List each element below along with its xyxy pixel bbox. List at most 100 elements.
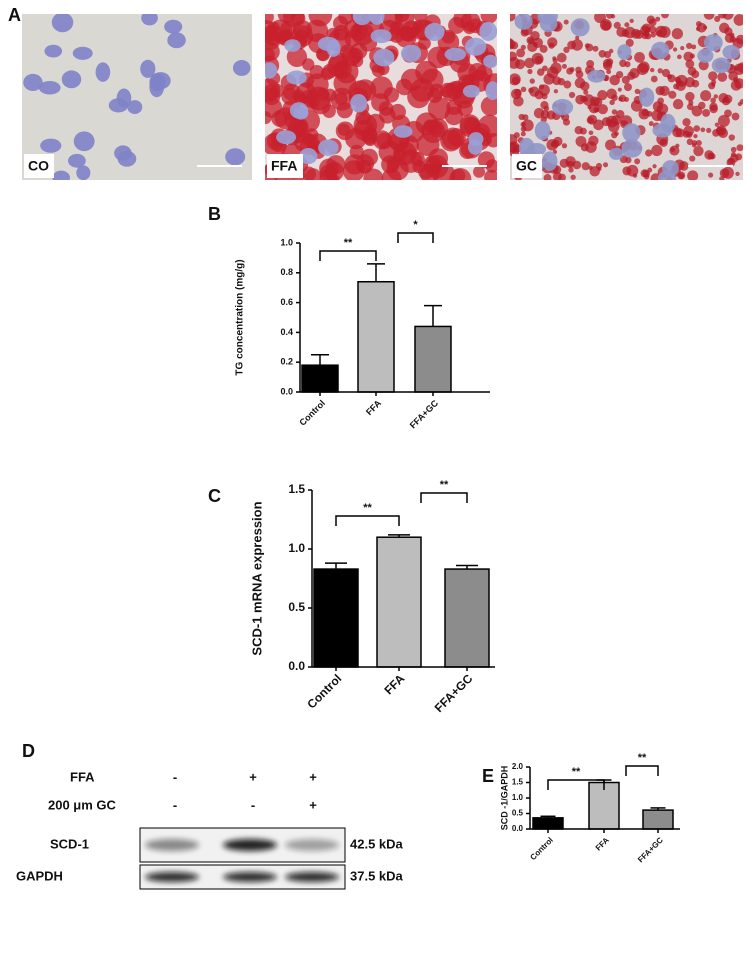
lipid [459, 116, 481, 138]
lipid [606, 69, 612, 75]
lipid [634, 158, 641, 165]
bar [588, 781, 620, 830]
lipid [526, 36, 535, 45]
lipid [592, 45, 599, 52]
lipid [606, 88, 617, 100]
lipid [563, 19, 569, 25]
nucleus [657, 170, 677, 180]
lipid [563, 80, 572, 89]
lipid [686, 42, 693, 50]
lipid [618, 94, 627, 103]
lipid [629, 68, 640, 79]
lipid [539, 45, 548, 53]
nucleus [444, 47, 467, 62]
image-label: FFA [271, 158, 297, 174]
lipid [730, 146, 737, 153]
lipid [634, 88, 641, 95]
lipid [721, 96, 731, 106]
y-tick-label: 1.5 [288, 482, 305, 496]
lipid [477, 114, 497, 138]
lipid [737, 62, 743, 73]
lipid [739, 98, 743, 105]
lipid [650, 32, 656, 38]
lipid [648, 121, 654, 127]
row-label: FFA [70, 769, 95, 784]
nucleus [68, 153, 86, 168]
lipid [595, 162, 603, 170]
lipid [410, 151, 425, 167]
nucleus [711, 57, 731, 74]
lipid [585, 141, 597, 153]
nucleus [164, 19, 183, 34]
lipid [731, 112, 740, 121]
y-tick-label: 0.0 [280, 386, 293, 396]
nucleus [551, 98, 574, 116]
treatment-sign: + [309, 769, 317, 784]
bar [414, 325, 452, 393]
lipid [539, 84, 545, 90]
lipid [641, 23, 652, 33]
lipid [661, 14, 669, 19]
nucleus [621, 139, 643, 158]
lipid [655, 25, 667, 38]
nucleus [462, 84, 480, 98]
lipid [305, 19, 329, 43]
lipid [440, 129, 462, 152]
nucleus [370, 29, 392, 44]
nucleus [167, 32, 186, 49]
lipid [708, 172, 714, 178]
lipid [522, 114, 529, 121]
y-tick-label: 0.0 [512, 824, 524, 833]
cells [510, 14, 743, 180]
nucleus [276, 130, 297, 145]
lipid [585, 43, 594, 52]
lipid [553, 89, 559, 94]
significance-label: ** [638, 752, 647, 764]
lipid [686, 103, 694, 111]
nucleus [651, 41, 670, 60]
panel-label: D [22, 741, 35, 761]
lipid [671, 28, 683, 40]
lipid [613, 21, 621, 29]
nucleus [95, 62, 111, 82]
nucleus [23, 73, 43, 92]
lipid [536, 68, 545, 76]
lipid [724, 33, 735, 43]
lipid [366, 113, 385, 133]
nucleus [534, 121, 551, 141]
lipid [386, 158, 409, 180]
lipid [593, 119, 604, 131]
y-tick-label: 0.0 [288, 659, 305, 673]
lipid [395, 26, 417, 48]
lipid [480, 96, 497, 117]
lipid [594, 108, 600, 113]
nucleus [232, 59, 251, 76]
significance-bracket [547, 779, 605, 790]
nucleus [318, 139, 339, 156]
significance-bracket [420, 492, 468, 503]
cells [23, 14, 251, 180]
lipid [657, 97, 665, 105]
significance-label: * [413, 219, 418, 231]
lipid [645, 149, 653, 157]
nucleus [108, 98, 129, 113]
lipid [604, 50, 612, 59]
y-tick-label: 2.0 [512, 762, 524, 771]
nucleus [479, 21, 497, 41]
nucleus [527, 142, 547, 156]
lipid [338, 14, 354, 25]
nucleus [617, 44, 632, 60]
lipid [528, 87, 534, 93]
lipid [550, 62, 562, 74]
nucleus [400, 44, 422, 62]
cells [265, 14, 497, 180]
lipid [269, 19, 293, 43]
lipid [581, 162, 590, 171]
lipid [551, 139, 560, 148]
lipid [415, 60, 438, 84]
lipid [534, 55, 543, 65]
significance-bracket [397, 232, 434, 243]
lipid [698, 101, 706, 110]
lipid [704, 150, 714, 160]
y-tick-label: 0.6 [280, 297, 293, 307]
